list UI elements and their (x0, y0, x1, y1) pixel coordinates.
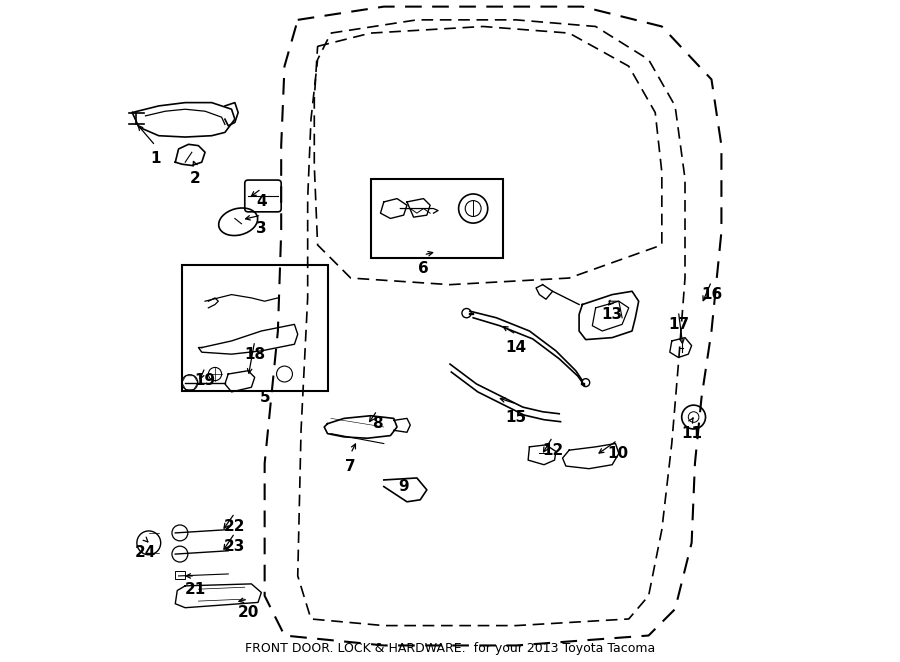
Text: 18: 18 (244, 347, 266, 361)
Text: 24: 24 (135, 545, 157, 560)
Text: 22: 22 (224, 519, 246, 534)
Bar (182, 265, 328, 391)
Text: 11: 11 (681, 426, 702, 441)
Text: 2: 2 (190, 171, 201, 186)
Text: 8: 8 (372, 416, 382, 431)
Text: FRONT DOOR. LOCK & HARDWARE.  for your 2013 Toyota Tacoma: FRONT DOOR. LOCK & HARDWARE. for your 20… (245, 642, 655, 655)
Text: 16: 16 (701, 287, 722, 302)
Text: 13: 13 (601, 307, 623, 322)
Text: 3: 3 (256, 221, 266, 236)
Circle shape (462, 308, 472, 318)
Text: 23: 23 (224, 539, 246, 553)
Text: 20: 20 (238, 605, 259, 620)
Bar (176, 571, 185, 579)
Bar (371, 179, 503, 258)
Text: 21: 21 (184, 582, 206, 596)
Text: 19: 19 (194, 373, 216, 388)
Text: 5: 5 (259, 390, 270, 404)
Text: 15: 15 (506, 410, 526, 424)
Text: 1: 1 (150, 152, 161, 166)
Text: 6: 6 (418, 261, 429, 275)
Text: 14: 14 (506, 340, 526, 355)
Text: 17: 17 (668, 317, 689, 332)
Text: 9: 9 (399, 479, 409, 494)
Circle shape (581, 379, 590, 387)
Text: 10: 10 (607, 446, 628, 461)
Text: 4: 4 (256, 195, 266, 209)
Text: 12: 12 (542, 443, 563, 457)
Text: 7: 7 (346, 459, 356, 474)
